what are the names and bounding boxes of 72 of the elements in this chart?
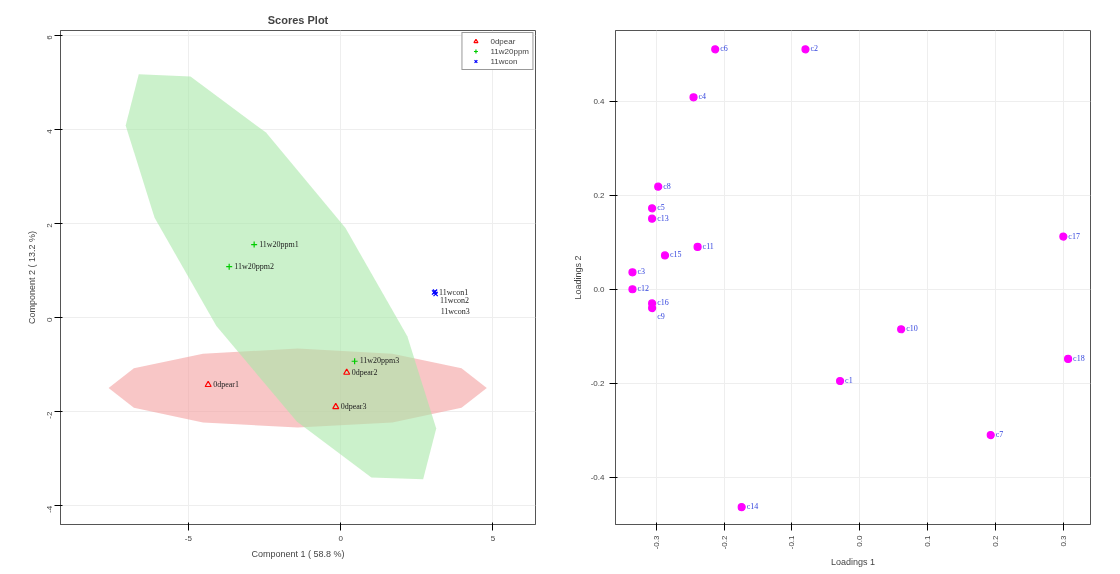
annotation: 11wcon3 (440, 306, 470, 316)
y-tick-label: 0.0 (593, 284, 606, 294)
legend-label: 11wcon (490, 56, 518, 66)
x-tick-label: -0.3 (651, 534, 661, 550)
x-tick-label: -0.1 (787, 534, 797, 550)
point (648, 214, 657, 223)
annotation: c4 (698, 92, 707, 102)
point (801, 45, 810, 54)
annotation: c13 (657, 213, 669, 223)
y-tick-label: 2 (45, 222, 54, 228)
annotation: c17 (1068, 231, 1080, 241)
y-axis-title: Component 2 ( 13.2 %) (26, 230, 37, 325)
annotation: 11wcon1 (439, 287, 469, 297)
chart-title: Scores Plot (267, 13, 329, 26)
point (628, 285, 637, 294)
y-axis-title: Loadings 2 (572, 255, 583, 300)
annotation: 11w20ppm2 (234, 261, 274, 271)
annotation: c6 (720, 44, 728, 54)
annotation: c11 (702, 241, 714, 251)
annotation: c8 (663, 181, 671, 191)
annotation: c15 (670, 250, 682, 260)
x-tick-label: 0.1 (923, 534, 933, 547)
annotation: c5 (657, 203, 665, 213)
x-tick-label: -5 (184, 533, 193, 543)
y-tick-label: 4 (45, 128, 54, 134)
annotation: c16 (657, 298, 669, 308)
annotation: 11w20ppm3 (359, 356, 400, 366)
point (737, 503, 746, 512)
point (836, 376, 845, 386)
point (986, 431, 995, 440)
x-tick-label: 5 (490, 533, 496, 543)
annotation: c1 (845, 376, 853, 385)
y-tick-label: 0.2 (593, 190, 606, 200)
legend-label: 11w20ppm (490, 46, 529, 56)
x-tick-label: -0.2 (719, 534, 729, 550)
annotation: c9 (657, 312, 665, 322)
annotation: c3 (637, 267, 646, 277)
x-axis-title: Loadings 1 (830, 557, 876, 568)
y-tick-label: -4 (45, 505, 54, 513)
y-tick-label: -0.4 (590, 472, 606, 482)
annotation: 0dpear3 (340, 401, 367, 411)
y-tick-label: -2 (45, 411, 54, 419)
point (897, 325, 906, 334)
y-tick-label: 0 (45, 316, 54, 322)
x-tick-label: 0.0 (855, 534, 865, 547)
x-tick-label: 0 (338, 533, 344, 543)
annotation: 0dpear1 (213, 379, 239, 389)
legend-label: 0dpear (490, 36, 516, 46)
y-tick-label: 6 (45, 34, 54, 40)
point (1064, 354, 1073, 363)
y-tick-label: 0.4 (593, 96, 606, 106)
annotation: c14 (746, 502, 759, 512)
point (689, 93, 698, 102)
annotation: c12 (637, 284, 650, 294)
annotation: c2 (810, 44, 819, 54)
annotation: c10 (906, 324, 918, 334)
annotation: 0dpear2 (351, 367, 378, 377)
point (628, 268, 637, 277)
point (693, 242, 702, 252)
x-tick-label: 0.2 (991, 534, 1000, 547)
x-axis-title: Component 1 ( 58.8 %) (251, 548, 345, 559)
point (648, 204, 657, 213)
annotation: c18 (1073, 353, 1085, 363)
point (711, 45, 720, 54)
annotation: c7 (995, 430, 1004, 440)
annotation: 11w20ppm1 (259, 239, 299, 249)
point (1059, 232, 1068, 241)
x-tick-label: 0.3 (1058, 534, 1068, 547)
point (654, 182, 663, 191)
point (660, 251, 670, 260)
annotation: 11wcon2 (440, 295, 470, 305)
y-tick-label: -0.2 (590, 378, 606, 388)
